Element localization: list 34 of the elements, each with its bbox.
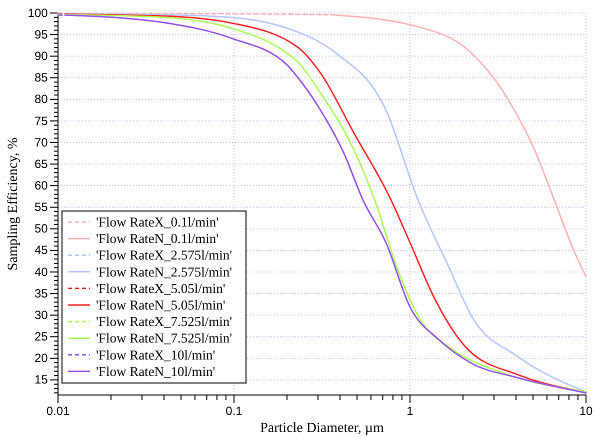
y-tick-label: 95: [34, 27, 48, 42]
x-tick-label: 10: [579, 404, 593, 418]
y-tick-label: 30: [34, 308, 48, 322]
legend-label: 'Flow RateN_0.1l/min': [96, 231, 219, 246]
legend-label: 'Flow RateX_10l/min': [96, 347, 216, 362]
legend-label: 'Flow RateN_7.525l/min': [96, 330, 232, 346]
legend-label: 'Flow RateX_7.525l/min': [96, 314, 232, 330]
y-tick-label: 100: [28, 6, 48, 20]
y-axis-title: Sampling Efficiency, %: [6, 137, 21, 270]
y-tick-label: 20: [34, 351, 48, 366]
y-tick-label: 25: [34, 330, 48, 344]
x-axis-title: Particle Diameter, µm: [260, 421, 384, 436]
x-tick-label: 0.1: [226, 404, 243, 418]
y-tick-label: 90: [34, 49, 48, 64]
y-tick-label: 85: [34, 70, 48, 85]
y-tick-label: 65: [34, 156, 48, 171]
y-tick-label: 50: [34, 222, 48, 236]
y-tick-label: 70: [34, 135, 48, 150]
legend-label: 'Flow RateN_2.575l/min': [96, 264, 232, 280]
y-tick-label: 15: [34, 372, 48, 387]
y-tick-label: 35: [34, 286, 48, 300]
y-tick-label: 45: [34, 243, 48, 258]
legend-label: 'Flow RateN_10l/min': [96, 364, 216, 379]
x-tick-label: 1: [406, 404, 414, 418]
y-tick-label: 75: [34, 114, 48, 128]
legend-label: 'Flow RateX_2.575l/min': [96, 248, 232, 263]
legend-label: 'Flow RateX_0.1l/min': [96, 214, 219, 230]
legend-label: 'Flow RateN_5.05l/min': [96, 298, 226, 312]
y-tick-label: 60: [34, 178, 48, 192]
y-tick-label: 55: [34, 200, 48, 214]
x-tick-label: 0.01: [46, 404, 70, 418]
y-tick-label: 40: [34, 264, 48, 279]
legend-label: 'Flow RateX_5.05l/min': [96, 280, 226, 296]
y-tick-label: 80: [34, 92, 48, 106]
